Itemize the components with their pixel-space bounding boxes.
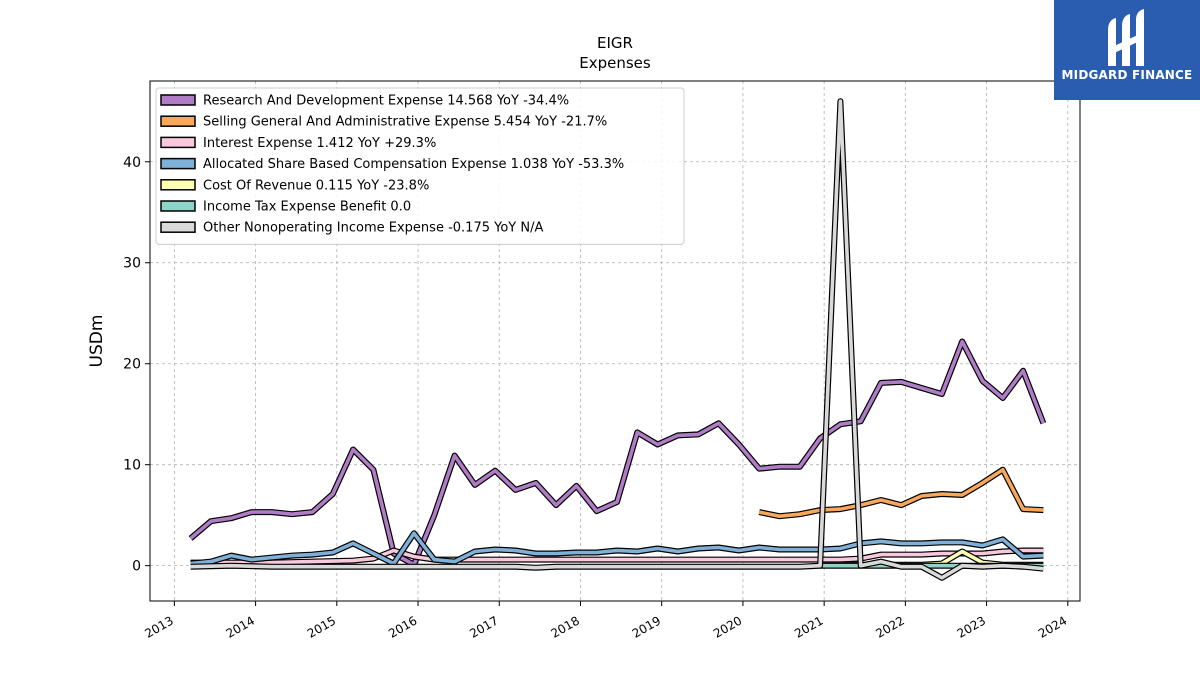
y-axis-label: USDm	[87, 315, 107, 368]
y-tick-label: 30	[123, 256, 141, 272]
legend-box	[155, 87, 685, 245]
legend-swatch	[160, 136, 196, 149]
x-tick-label: 2019	[630, 613, 663, 640]
x-tick-label: 2016	[386, 613, 419, 640]
x-tick-label: 2014	[224, 613, 257, 640]
series-line-outline-selling-general-and-administrative-expense	[758, 466, 1044, 520]
legend-entry: Interest Expense 1.412 YoY +29.3%	[203, 136, 436, 151]
series-line-outline-research-and-development-expense	[188, 338, 1047, 568]
x-tick-label: 2022	[873, 613, 906, 640]
series-line-research-and-development-expense	[189, 339, 1046, 567]
legend-entry: Selling General And Administrative Expen…	[203, 115, 607, 130]
x-tick-label: 2018	[549, 613, 582, 640]
chart-subtitle: Expenses	[579, 54, 651, 72]
x-tick-label: 2017	[467, 613, 500, 640]
legend-entry: Research And Development Expense 14.568 …	[203, 94, 569, 109]
chart-title: EIGR	[597, 34, 633, 52]
legend-entry: Income Tax Expense Benefit 0.0	[203, 200, 411, 215]
legend-entry: Other Nonoperating Income Expense -0.175…	[203, 221, 543, 236]
x-tick-label: 2021	[792, 613, 825, 640]
y-tick-label: 10	[123, 458, 141, 474]
legend-swatch	[160, 94, 196, 106]
y-axis: 0 10 20 30 40	[123, 155, 150, 575]
legend-swatch	[160, 115, 196, 127]
x-axis: 2013 2014 2015 2016 2017 2018 2019 2020 2021 2022…	[142, 601, 1069, 641]
legend-swatch	[160, 221, 196, 233]
y-tick-label: 20	[123, 357, 141, 373]
legend-swatch	[160, 179, 196, 191]
midgard-finance-logo: MIDGARD FINANCE	[1054, 0, 1200, 100]
x-tick-label: 2020	[711, 613, 744, 640]
logo-text: MIDGARD FINANCE	[1061, 68, 1193, 82]
legend-swatch	[160, 157, 196, 170]
series-layer	[188, 98, 1047, 581]
x-tick-label: 2023	[955, 613, 988, 640]
x-tick-label: 2024	[1036, 613, 1069, 640]
series-line-interest-expense	[190, 548, 1044, 565]
series-line-other-nonoperating-income-expense	[190, 99, 1044, 580]
legend: Research And Development Expense 14.568 …	[155, 87, 685, 245]
legend-entry: Allocated Share Based Compensation Expen…	[203, 157, 624, 172]
legend-swatch	[160, 200, 196, 212]
series-line-selling-general-and-administrative-expense	[758, 467, 1044, 519]
logo-mark-icon	[1108, 9, 1144, 66]
y-tick-label: 40	[123, 155, 141, 171]
y-tick-label: 0	[132, 559, 141, 575]
x-tick-label: 2013	[142, 613, 175, 640]
plot-frame	[149, 80, 1081, 602]
x-tick-label: 2015	[305, 613, 338, 640]
series-line-allocated-share-based-compensation-expense	[190, 531, 1044, 566]
legend-entry: Cost Of Revenue 0.115 YoY -23.8%	[203, 178, 429, 193]
